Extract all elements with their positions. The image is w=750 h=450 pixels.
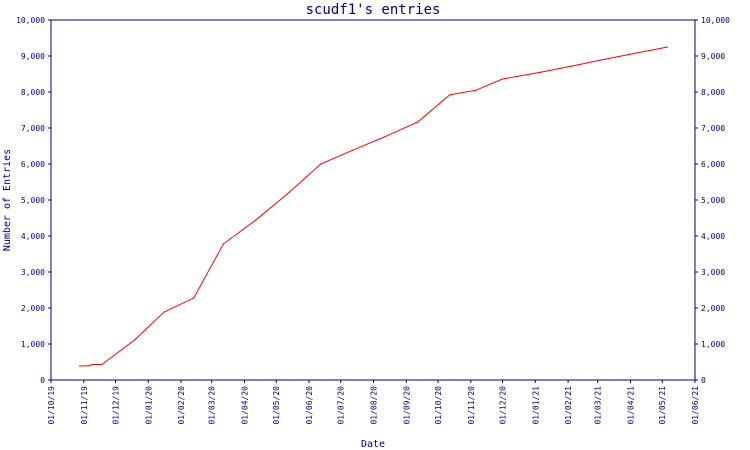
- data-point: [255, 219, 257, 221]
- x-tick-label: 01/04/21: [626, 386, 635, 425]
- y-tick-label-right: 3,000: [701, 268, 725, 277]
- x-axis-label: Date: [361, 439, 385, 450]
- x-tick-label: 01/11/20: [467, 386, 476, 425]
- data-point: [88, 365, 90, 367]
- y-tick-label-left: 1,000: [21, 340, 45, 349]
- x-axis: 01/10/19 01/11/19 01/12/19 01/01/20 01/02/20…: [47, 380, 700, 425]
- x-tick-label: 01/02/21: [564, 386, 573, 425]
- x-tick-label: 01/09/20: [402, 386, 411, 425]
- y-tick-label-right: 4,000: [701, 232, 725, 241]
- y-tick-label-left: 3,000: [21, 268, 45, 277]
- y-tick-label-right: 1,000: [701, 340, 725, 349]
- data-point: [384, 136, 386, 138]
- y-tick-label-left: 9,000: [21, 52, 45, 61]
- x-tick-label: 01/06/20: [305, 386, 314, 425]
- y-tick-label-left: 10,000: [16, 16, 45, 25]
- data-point: [602, 59, 604, 61]
- data-point: [287, 192, 289, 195]
- data-point: [666, 46, 669, 48]
- plot-frame: [50, 19, 696, 381]
- y-tick-label-right: 10,000: [701, 16, 730, 25]
- y-axis-label: Number of Entries: [2, 149, 13, 251]
- x-tick-label: 01/06/21: [691, 386, 700, 425]
- data-point: [351, 149, 353, 151]
- data-point: [635, 52, 637, 54]
- y-tick-label-left: 2,000: [21, 304, 45, 313]
- x-tick-label: 01/12/19: [112, 386, 121, 425]
- data-point: [222, 243, 224, 245]
- x-tick-label: 01/11/19: [80, 386, 89, 425]
- data-point: [91, 363, 93, 366]
- x-tick-label: 01/05/21: [658, 386, 667, 425]
- series-line: [79, 46, 668, 367]
- x-tick-label: 01/03/20: [208, 386, 217, 425]
- data-point: [101, 363, 103, 366]
- x-tick-label: 01/03/21: [594, 386, 603, 425]
- x-tick-label: 01/01/20: [144, 386, 153, 425]
- y-tick-label-right: 5,000: [701, 196, 725, 205]
- data-point: [163, 311, 165, 313]
- data-point: [193, 297, 195, 299]
- x-tick-label: 01/10/20: [434, 386, 443, 425]
- data-point: [572, 65, 574, 67]
- y-tick-label-left: 8,000: [21, 88, 45, 97]
- y-tick-label-left: 7,000: [21, 124, 45, 133]
- y-tick-label-right: 0: [701, 376, 706, 385]
- data-point: [78, 365, 81, 367]
- y-tick-label-left: 6,000: [21, 160, 45, 169]
- x-tick-label: 01/10/19: [47, 386, 56, 425]
- x-tick-label: 01/04/20: [241, 386, 250, 425]
- y-tick-label-right: 2,000: [701, 304, 725, 313]
- y-tick-label-right: 8,000: [701, 88, 725, 97]
- y-tick-label-left: 4,000: [21, 232, 45, 241]
- y-tick-label-right: 9,000: [701, 52, 725, 61]
- y-tick-label-right: 7,000: [701, 124, 725, 133]
- series-layer: [78, 46, 669, 367]
- data-point: [475, 89, 477, 91]
- data-point: [133, 339, 136, 341]
- data-point: [320, 163, 322, 165]
- x-tick-label: 01/01/21: [531, 386, 540, 425]
- y-tick-label-left: 5,000: [21, 196, 45, 205]
- data-point: [540, 71, 542, 73]
- x-tick-label: 01/07/20: [337, 386, 346, 425]
- data-point: [501, 78, 504, 80]
- y-axis: 0 0 1,000 1,000 2,000 2,000 3,000 3,000 4,000 4,0…: [16, 16, 730, 385]
- data-point: [417, 121, 419, 123]
- x-tick-label: 01/12/20: [499, 386, 508, 425]
- y-tick-label-left: 0: [40, 376, 45, 385]
- data-point: [449, 94, 451, 96]
- x-tick-label: 01/02/20: [177, 386, 186, 425]
- chart-title: scudf1's entries: [306, 2, 441, 18]
- x-tick-label: 01/05/20: [272, 386, 281, 425]
- x-tick-label: 01/08/20: [370, 386, 379, 425]
- y-tick-label-right: 6,000: [701, 160, 725, 169]
